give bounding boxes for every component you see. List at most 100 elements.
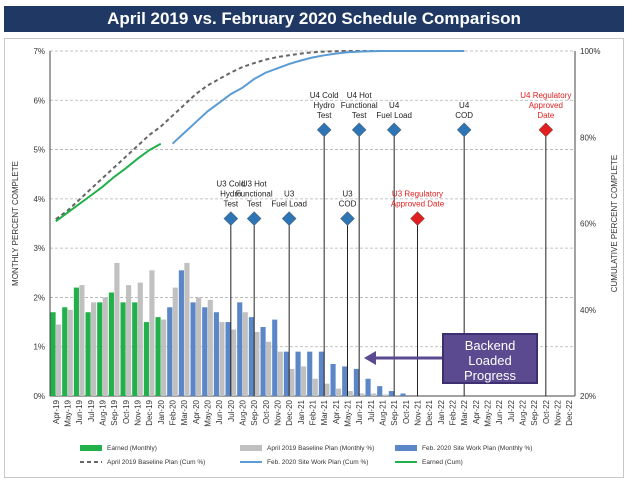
x-tick-label: May-19 — [64, 399, 73, 426]
milestone-diamond — [410, 211, 425, 226]
milestone-label: U4 Cold — [310, 91, 339, 100]
baseline-monthly-bar — [301, 366, 307, 396]
y-tick-label: 1% — [33, 343, 45, 352]
site-plan-monthly-bar — [202, 307, 208, 396]
site-plan-monthly-bar — [365, 378, 371, 396]
x-tick-label: May-20 — [204, 399, 213, 426]
x-tick-label: Mar-20 — [180, 399, 189, 425]
site-plan-monthly-bar — [272, 319, 278, 396]
milestone-label: U4 Hot — [347, 91, 373, 100]
x-tick-label: Mar-22 — [460, 399, 469, 425]
x-tick-label: Jul-22 — [507, 399, 516, 421]
milestone-label: Hydro — [313, 101, 335, 110]
baseline-monthly-bar — [114, 262, 120, 396]
milestone-label: Approved Date — [391, 200, 445, 209]
x-tick-label: Oct-21 — [402, 399, 411, 424]
baseline-monthly-bar — [382, 394, 388, 396]
x-tick-label: Feb-21 — [309, 399, 318, 425]
earned-monthly-bar — [97, 302, 103, 396]
x-tick-label: Jun-20 — [215, 399, 224, 424]
baseline-monthly-bar — [161, 319, 167, 396]
milestone-label: Test — [352, 111, 367, 120]
x-tick-label: Aug-20 — [239, 399, 248, 425]
backend-loaded-callout: Backend Loaded Progress — [442, 333, 538, 384]
milestone-label: COD — [339, 200, 357, 209]
legend-label: Feb. 2020 Site Work Plan (Cum %) — [267, 459, 368, 466]
baseline-monthly-bar — [371, 393, 377, 396]
x-tick-label: Aug-21 — [379, 399, 388, 425]
site-plan-monthly-bar — [225, 322, 231, 396]
y2-tick-label: 40% — [580, 306, 596, 315]
chart-title-banner: April 2019 vs. February 2020 Schedule Co… — [4, 6, 624, 32]
x-tick-label: Dec-21 — [425, 399, 434, 425]
y-tick-label: 4% — [33, 195, 45, 204]
milestone-label: U3 — [284, 190, 295, 199]
baseline-monthly-bar — [102, 297, 108, 396]
baseline-monthly-bar — [359, 393, 365, 396]
milestone-diamond — [351, 122, 367, 138]
legend-swatch — [240, 445, 262, 451]
x-tick-label: Oct-19 — [122, 399, 131, 424]
milestone-diamond — [281, 211, 297, 226]
x-tick-label: Oct-20 — [262, 399, 271, 424]
site-plan-monthly-bar — [260, 327, 266, 396]
site-plan-monthly-bar — [307, 351, 313, 396]
baseline-monthly-bar — [126, 285, 132, 396]
x-tick-label: Feb-20 — [169, 399, 178, 425]
baseline-monthly-bar — [184, 262, 190, 396]
x-tick-label: Jul-21 — [367, 399, 376, 421]
y-tick-label: 5% — [33, 146, 45, 155]
baseline-monthly-bar — [196, 297, 202, 396]
x-tick-label: Dec-22 — [565, 399, 574, 425]
x-tick-label: Dec-20 — [285, 399, 294, 425]
earned-monthly-bar — [62, 307, 68, 396]
site-plan-monthly-bar — [178, 270, 184, 396]
y-tick-label: 6% — [33, 96, 45, 105]
baseline-monthly-bar — [56, 324, 62, 396]
legend-swatch — [80, 445, 102, 451]
baseline-monthly-bar — [289, 368, 295, 396]
y2-tick-label: 80% — [580, 133, 596, 142]
milestone-diamond — [386, 122, 402, 138]
milestone-label: U4 — [459, 101, 470, 110]
milestone-diamond — [456, 122, 472, 138]
baseline-monthly-bar — [91, 302, 97, 396]
earned-cum-line — [55, 142, 162, 223]
milestone-label: U3 Regulatory — [392, 190, 443, 199]
baseline-monthly-bar — [149, 270, 155, 396]
earned-monthly-bar — [120, 302, 126, 396]
y2-tick-label: 60% — [580, 220, 596, 229]
earned-monthly-bar — [85, 312, 91, 396]
x-tick-label: Feb-22 — [449, 399, 458, 425]
milestone-diamond — [246, 211, 262, 226]
x-tick-label: Aug-22 — [519, 399, 528, 425]
earned-monthly-bar — [50, 312, 56, 396]
x-tick-label: Aug-19 — [99, 399, 108, 425]
x-tick-label: May-21 — [344, 399, 353, 426]
x-tick-label: Nov-20 — [274, 399, 283, 425]
x-tick-label: Sep-21 — [390, 399, 399, 425]
baseline-monthly-bar — [67, 309, 73, 396]
milestone-label: Approved — [529, 101, 563, 110]
callout-arrow-head — [364, 351, 376, 365]
y-tick-label: 7% — [33, 47, 45, 56]
x-tick-label: Nov-19 — [134, 399, 143, 425]
x-tick-label: Jan-22 — [437, 399, 446, 424]
site-plan-monthly-bar — [330, 363, 336, 396]
milestone-label: U3 Cold — [216, 180, 245, 189]
milestone-diamond — [223, 211, 239, 226]
milestone-label: Test — [247, 200, 262, 209]
y-tick-label: 3% — [33, 244, 45, 253]
x-tick-label: Jun-19 — [75, 399, 84, 424]
legend-label: April 2019 Baseline Plan (Monthly %) — [267, 445, 374, 452]
x-tick-label: Sep-22 — [530, 399, 539, 425]
site-plan-monthly-bar — [353, 368, 359, 396]
milestone-label: Date — [537, 111, 554, 120]
y-tick-label: 0% — [33, 392, 45, 401]
milestone-label: Functional — [236, 190, 273, 199]
site-plan-monthly-bar — [190, 302, 196, 396]
y2-tick-label: 20% — [580, 392, 596, 401]
milestone-label: Hydro — [220, 190, 242, 199]
baseline-monthly-bar — [277, 351, 283, 396]
